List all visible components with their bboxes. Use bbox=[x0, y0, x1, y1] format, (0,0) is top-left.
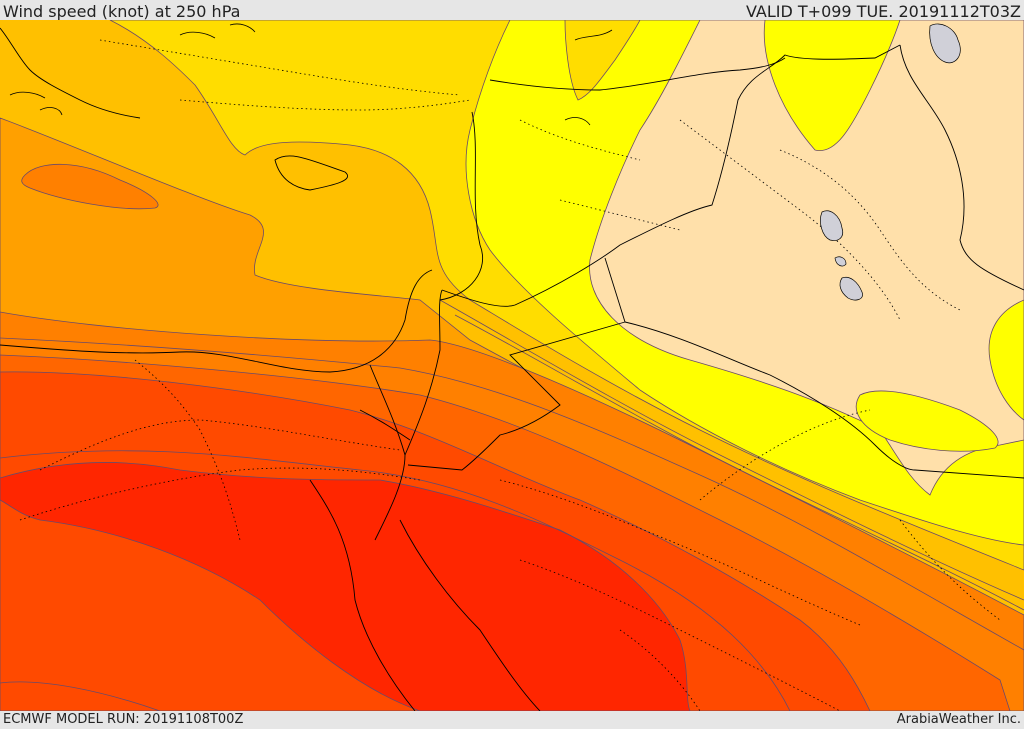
valid-time-label: VALID T+099 TUE. 20191112T03Z bbox=[745, 2, 1021, 21]
islands bbox=[9, 23, 613, 126]
wind-cell-top-center bbox=[564, 20, 641, 101]
wind-cell-southeast bbox=[855, 390, 999, 452]
credit-label: ArabiaWeather Inc. bbox=[896, 712, 1021, 727]
wind-cell-east bbox=[988, 299, 1024, 421]
map-title: Wind speed (knot) at 250 hPa bbox=[3, 2, 241, 21]
wind-band-red bbox=[0, 462, 691, 711]
wind-band-weak bbox=[589, 20, 1024, 496]
wind-cell-west bbox=[21, 163, 159, 210]
country-borders bbox=[0, 27, 1024, 711]
wind-cell-northeast bbox=[763, 20, 901, 152]
wind-speed-map bbox=[0, 20, 1024, 711]
footer-bar: ECMWF MODEL RUN: 20191108T00Z ArabiaWeat… bbox=[0, 711, 1024, 729]
model-run-label: ECMWF MODEL RUN: 20191108T00Z bbox=[3, 712, 244, 727]
wind-band-red-inner bbox=[0, 681, 161, 711]
header-bar: Wind speed (knot) at 250 hPa VALID T+099… bbox=[0, 0, 1024, 21]
lakes bbox=[820, 23, 961, 301]
internal-borders bbox=[19, 39, 1001, 711]
